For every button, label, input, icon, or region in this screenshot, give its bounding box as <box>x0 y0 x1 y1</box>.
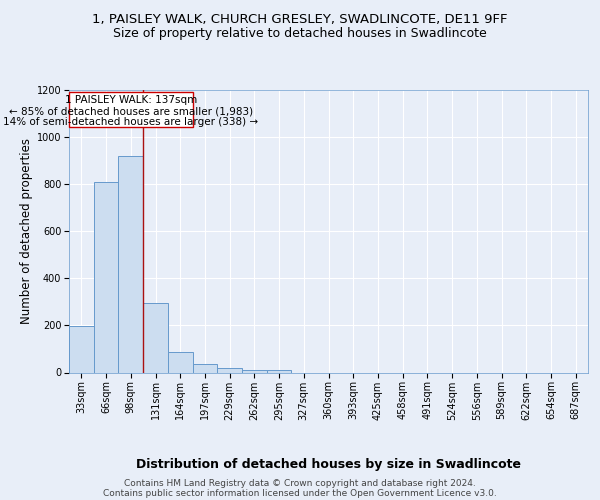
Bar <box>69 326 94 372</box>
Text: 14% of semi-detached houses are larger (338) →: 14% of semi-detached houses are larger (… <box>4 116 259 126</box>
Bar <box>168 352 193 372</box>
Text: Contains HM Land Registry data © Crown copyright and database right 2024.: Contains HM Land Registry data © Crown c… <box>124 478 476 488</box>
Text: ← 85% of detached houses are smaller (1,983): ← 85% of detached houses are smaller (1,… <box>9 106 253 116</box>
Text: Contains public sector information licensed under the Open Government Licence v3: Contains public sector information licen… <box>103 488 497 498</box>
X-axis label: Distribution of detached houses by size in Swadlincote: Distribution of detached houses by size … <box>136 458 521 471</box>
Bar <box>70 92 193 127</box>
Bar <box>267 370 292 372</box>
Bar <box>143 303 168 372</box>
Text: 1 PAISLEY WALK: 137sqm: 1 PAISLEY WALK: 137sqm <box>65 96 197 106</box>
Bar <box>217 368 242 372</box>
Text: 1, PAISLEY WALK, CHURCH GRESLEY, SWADLINCOTE, DE11 9FF: 1, PAISLEY WALK, CHURCH GRESLEY, SWADLIN… <box>92 12 508 26</box>
Text: Size of property relative to detached houses in Swadlincote: Size of property relative to detached ho… <box>113 28 487 40</box>
Bar <box>118 156 143 372</box>
Bar <box>242 370 267 372</box>
Bar <box>193 364 217 372</box>
Bar <box>94 182 118 372</box>
Y-axis label: Number of detached properties: Number of detached properties <box>20 138 32 324</box>
